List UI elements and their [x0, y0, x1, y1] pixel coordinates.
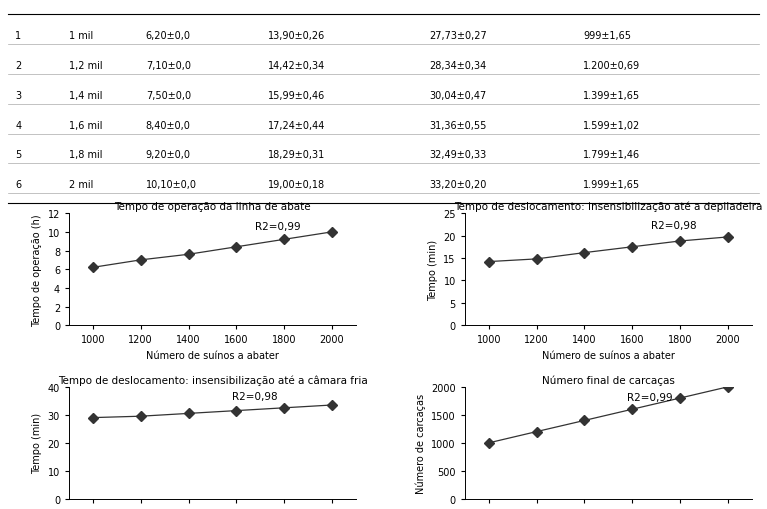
- Text: 17,24±0,44: 17,24±0,44: [268, 121, 326, 130]
- X-axis label: Número de suínos a abater: Número de suínos a abater: [542, 350, 675, 360]
- Text: 1.799±1,46: 1.799±1,46: [583, 150, 640, 160]
- Text: 3: 3: [15, 91, 21, 101]
- Text: 14,42±0,34: 14,42±0,34: [268, 61, 326, 71]
- Text: R2=0,98: R2=0,98: [651, 220, 697, 231]
- Text: 10,10±0,0: 10,10±0,0: [146, 180, 196, 190]
- Text: 1.999±1,65: 1.999±1,65: [583, 180, 640, 190]
- Text: R2=0,98: R2=0,98: [232, 391, 277, 401]
- Text: 19,00±0,18: 19,00±0,18: [268, 180, 325, 190]
- Y-axis label: Número de carcaças: Número de carcaças: [415, 393, 426, 493]
- Text: 6,20±0,0: 6,20±0,0: [146, 31, 191, 41]
- Text: 1,6 mil: 1,6 mil: [69, 121, 103, 130]
- Text: 1,8 mil: 1,8 mil: [69, 150, 103, 160]
- Text: 7,10±0,0: 7,10±0,0: [146, 61, 191, 71]
- Text: 27,73±0,27: 27,73±0,27: [430, 31, 487, 41]
- Text: 1.599±1,02: 1.599±1,02: [583, 121, 640, 130]
- Text: 6: 6: [15, 180, 21, 190]
- Text: 30,04±0,47: 30,04±0,47: [430, 91, 487, 101]
- Text: 1 mil: 1 mil: [69, 31, 94, 41]
- Text: 1: 1: [15, 31, 21, 41]
- Text: 15,99±0,46: 15,99±0,46: [268, 91, 326, 101]
- Text: 1.399±1,65: 1.399±1,65: [583, 91, 640, 101]
- Y-axis label: Tempo (min): Tempo (min): [32, 412, 42, 473]
- Title: Tempo de operação da linha de abate: Tempo de operação da linha de abate: [114, 202, 311, 212]
- Text: 31,36±0,55: 31,36±0,55: [430, 121, 487, 130]
- Text: 13,90±0,26: 13,90±0,26: [268, 31, 326, 41]
- Title: Tempo de deslocamento: insensibilização até a depiladeira: Tempo de deslocamento: insensibilização …: [454, 201, 762, 212]
- Text: 1.200±0,69: 1.200±0,69: [583, 61, 640, 71]
- Text: 1,4 mil: 1,4 mil: [69, 91, 103, 101]
- Title: Número final de carcaças: Número final de carcaças: [542, 375, 675, 385]
- Text: 32,49±0,33: 32,49±0,33: [430, 150, 487, 160]
- Text: 9,20±0,0: 9,20±0,0: [146, 150, 191, 160]
- Title: Tempo de deslocamento: insensibilização até a câmara fria: Tempo de deslocamento: insensibilização …: [58, 375, 367, 385]
- Text: R2=0,99: R2=0,99: [255, 221, 301, 231]
- Text: 33,20±0,20: 33,20±0,20: [430, 180, 487, 190]
- Text: 4: 4: [15, 121, 21, 130]
- Text: 5: 5: [15, 150, 21, 160]
- Y-axis label: Tempo (min): Tempo (min): [428, 239, 438, 300]
- Text: R2=0,99: R2=0,99: [627, 392, 673, 403]
- Text: 2: 2: [15, 61, 21, 71]
- Text: 2 mil: 2 mil: [69, 180, 94, 190]
- X-axis label: Número de suínos a abater: Número de suínos a abater: [146, 350, 279, 360]
- Text: 1,2 mil: 1,2 mil: [69, 61, 103, 71]
- Y-axis label: Tempo de operação (h): Tempo de operação (h): [32, 213, 42, 326]
- Text: 999±1,65: 999±1,65: [583, 31, 631, 41]
- Text: 28,34±0,34: 28,34±0,34: [430, 61, 487, 71]
- Text: 18,29±0,31: 18,29±0,31: [268, 150, 326, 160]
- Text: 7,50±0,0: 7,50±0,0: [146, 91, 191, 101]
- Text: 8,40±0,0: 8,40±0,0: [146, 121, 191, 130]
